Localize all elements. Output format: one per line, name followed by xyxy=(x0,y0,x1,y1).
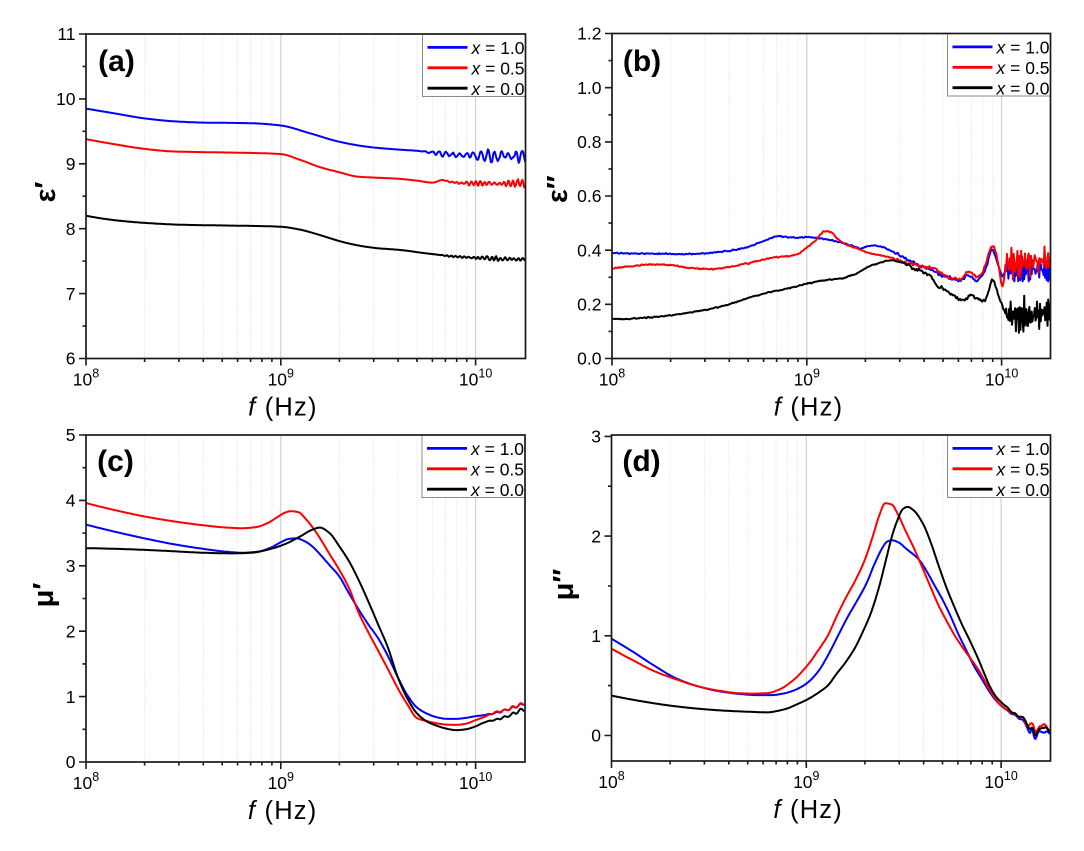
svg-text:f (Hz): f (Hz) xyxy=(774,394,844,422)
svg-text:3: 3 xyxy=(66,556,76,576)
svg-text:x = 0.0: x = 0.0 xyxy=(996,79,1050,99)
svg-text:1: 1 xyxy=(591,626,601,646)
svg-text:μ″: μ″ xyxy=(548,569,580,601)
svg-text:f (Hz): f (Hz) xyxy=(248,394,318,422)
svg-text:7: 7 xyxy=(66,284,76,304)
svg-text:ε′: ε′ xyxy=(30,182,62,203)
svg-text:ε″: ε″ xyxy=(542,175,574,203)
svg-text:5: 5 xyxy=(66,425,76,445)
svg-text:x = 0.5: x = 0.5 xyxy=(996,460,1050,480)
svg-text:x = 1.0: x = 1.0 xyxy=(471,38,525,58)
svg-text:2: 2 xyxy=(591,526,601,546)
svg-text:x = 0.0: x = 0.0 xyxy=(996,480,1050,500)
svg-text:(d): (d) xyxy=(622,445,660,478)
svg-text:9: 9 xyxy=(66,154,76,174)
svg-text:x = 0.5: x = 0.5 xyxy=(470,460,524,480)
svg-text:x = 0.0: x = 0.0 xyxy=(470,480,524,500)
svg-text:x = 1.0: x = 1.0 xyxy=(470,439,524,459)
svg-text:0: 0 xyxy=(66,752,76,772)
svg-text:x = 1.0: x = 1.0 xyxy=(996,439,1050,459)
svg-text:2: 2 xyxy=(66,621,76,641)
svg-text:1: 1 xyxy=(66,687,76,707)
svg-text:f (Hz): f (Hz) xyxy=(773,796,843,824)
svg-text:0.4: 0.4 xyxy=(577,240,602,260)
svg-text:μ′: μ′ xyxy=(28,583,60,608)
svg-text:f (Hz): f (Hz) xyxy=(248,797,318,825)
svg-text:1.2: 1.2 xyxy=(577,24,601,44)
svg-text:3: 3 xyxy=(591,427,601,447)
svg-text:(c): (c) xyxy=(97,445,134,478)
svg-text:x = 0.0: x = 0.0 xyxy=(471,79,525,99)
svg-text:x = 0.5: x = 0.5 xyxy=(996,58,1050,78)
svg-text:0.2: 0.2 xyxy=(577,295,601,315)
svg-text:(b): (b) xyxy=(623,45,661,78)
svg-text:x = 0.5: x = 0.5 xyxy=(471,59,525,79)
svg-text:0.0: 0.0 xyxy=(577,349,602,369)
svg-text:0.8: 0.8 xyxy=(577,132,601,152)
svg-text:11: 11 xyxy=(57,24,75,44)
svg-text:(a): (a) xyxy=(98,45,135,78)
svg-text:1.0: 1.0 xyxy=(577,78,602,98)
svg-text:6: 6 xyxy=(66,349,76,369)
svg-text:0: 0 xyxy=(591,726,601,746)
svg-text:x = 1.0: x = 1.0 xyxy=(996,38,1050,58)
svg-text:0.6: 0.6 xyxy=(577,186,601,206)
svg-text:4: 4 xyxy=(66,491,76,511)
svg-text:10: 10 xyxy=(56,89,76,109)
svg-text:8: 8 xyxy=(66,219,76,239)
